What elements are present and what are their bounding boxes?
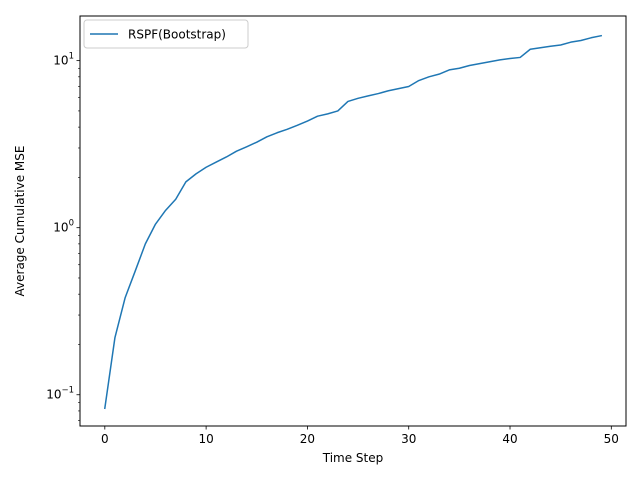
legend: RSPF(Bootstrap) xyxy=(83,19,249,49)
y-axis-label: Average Cumulative MSE xyxy=(13,146,27,297)
x-tick-label: 10 xyxy=(198,432,213,446)
x-tick-label: 30 xyxy=(401,432,416,446)
x-tick-label: 50 xyxy=(604,432,619,446)
legend-box xyxy=(83,19,249,49)
y-tick-label: 100 xyxy=(53,219,74,235)
x-tick-label: 40 xyxy=(502,432,517,446)
x-tick-label: 0 xyxy=(101,432,109,446)
y-tick-label: 101 xyxy=(53,52,74,68)
series-layer xyxy=(103,34,603,410)
series-line-rspf-bootstrap xyxy=(103,34,603,410)
x-axis-label: Time Step xyxy=(322,451,384,465)
y-tick-label: 10−1 xyxy=(46,386,74,402)
ticks-layer: 0 10 20 30 40 50 10−1 100 101 xyxy=(46,52,619,446)
plot-frame xyxy=(79,15,627,427)
legend-label: RSPF(Bootstrap) xyxy=(128,28,226,42)
x-tick-label: 20 xyxy=(300,432,315,446)
